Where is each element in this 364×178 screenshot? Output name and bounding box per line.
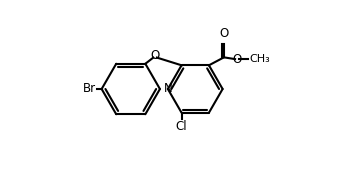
Text: O: O [150,49,160,62]
Text: Cl: Cl [176,120,187,133]
Text: Br: Br [83,82,96,96]
Text: N: N [163,82,172,96]
Text: O: O [219,27,229,40]
Text: O: O [233,53,242,66]
Text: CH₃: CH₃ [249,54,270,64]
